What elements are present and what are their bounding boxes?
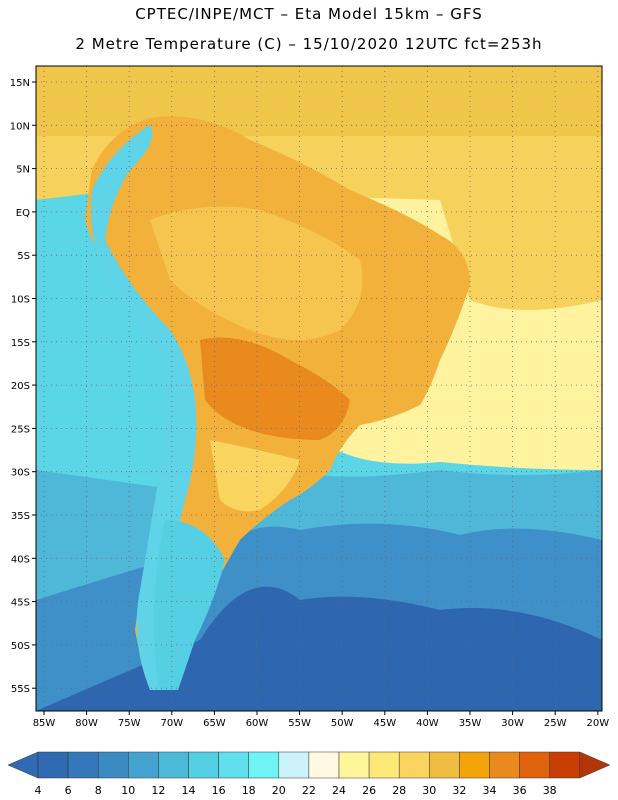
colorbar-label: 34 bbox=[483, 784, 497, 797]
colorbar-label: 36 bbox=[513, 784, 527, 797]
land-interior bbox=[150, 206, 363, 340]
lat-label: 10N bbox=[10, 121, 30, 132]
ocean-tropical-north bbox=[36, 66, 602, 136]
lat-label: 15S bbox=[11, 338, 30, 349]
lat-label: 45S bbox=[11, 598, 30, 609]
colorbar-swatch bbox=[278, 751, 310, 779]
lat-label: EQ bbox=[16, 208, 30, 219]
colorbar-swatch bbox=[158, 751, 189, 779]
land-pampas bbox=[210, 440, 300, 512]
colorbar-swatch bbox=[368, 751, 400, 779]
colorbar-label: 22 bbox=[302, 784, 316, 797]
lon-label: 60W bbox=[246, 718, 269, 729]
lon-label: 65W bbox=[203, 718, 226, 729]
lat-label: 40S bbox=[11, 554, 30, 565]
colorbar-swatch bbox=[97, 751, 129, 779]
colorbar-label: 30 bbox=[422, 784, 436, 797]
colorbar-swatch bbox=[248, 751, 280, 779]
lon-label: 55W bbox=[288, 718, 311, 729]
colorbar-swatch bbox=[519, 751, 550, 779]
lat-label: 50S bbox=[11, 641, 30, 652]
lat-label: 55S bbox=[11, 684, 30, 695]
colorbar-swatch bbox=[128, 751, 159, 779]
lon-label: 80W bbox=[75, 718, 98, 729]
colorbar-swatch bbox=[308, 751, 340, 779]
colorbar-label: 6 bbox=[65, 784, 72, 797]
patagonia bbox=[153, 520, 225, 690]
colorbar-label: 10 bbox=[121, 784, 135, 797]
colorbar-swatch bbox=[218, 751, 249, 779]
lat-label: 5N bbox=[16, 165, 30, 176]
colorbar-swatch bbox=[549, 751, 581, 779]
lon-label: 40W bbox=[416, 718, 439, 729]
colorbar-label: 14 bbox=[182, 784, 196, 797]
colorbar-swatch bbox=[188, 751, 219, 779]
lon-label: 35W bbox=[459, 718, 482, 729]
colorbar-label: 38 bbox=[543, 784, 557, 797]
colorbar-swatch bbox=[398, 751, 430, 779]
lat-label: 30S bbox=[11, 468, 30, 479]
land-hot bbox=[200, 337, 350, 440]
colorbar-label: 26 bbox=[362, 784, 376, 797]
lon-label: 20W bbox=[586, 718, 609, 729]
lon-label: 75W bbox=[118, 718, 141, 729]
lon-label: 70W bbox=[160, 718, 183, 729]
lon-label: 25W bbox=[544, 718, 567, 729]
colorbar-label: 16 bbox=[212, 784, 226, 797]
lat-label: 15N bbox=[10, 78, 30, 89]
colorbar-swatch bbox=[429, 751, 460, 779]
lon-label: 85W bbox=[33, 718, 56, 729]
colorbar-label: 24 bbox=[332, 784, 346, 797]
lat-label: 10S bbox=[11, 295, 30, 306]
lon-label: 50W bbox=[331, 718, 354, 729]
colorbar-label: 32 bbox=[452, 784, 466, 797]
colorbar-swatch bbox=[67, 751, 99, 779]
lon-label: 45W bbox=[373, 718, 396, 729]
title-line-2: 2 Metre Temperature (C) – 15/10/2020 12U… bbox=[75, 35, 543, 53]
colorbar-label: 20 bbox=[272, 784, 286, 797]
colorbar-label: 8 bbox=[95, 784, 102, 797]
colorbar-label: 12 bbox=[151, 784, 165, 797]
colorbar-arrow-high bbox=[579, 751, 611, 779]
colorbar-swatch bbox=[37, 751, 69, 779]
colorbar-label: 28 bbox=[392, 784, 406, 797]
lat-label: 35S bbox=[11, 511, 30, 522]
color-legend: 4 6 8 10 12 14 16 18 20 22 24 26 28 30 32 34 36 38 bbox=[7, 751, 611, 797]
colorbar-swatch bbox=[459, 751, 490, 779]
temperature-map: 15N 10N 5N EQ 5S 10S 15S 20S 25S 30S 35S 40S 45S 50S 5… bbox=[10, 65, 609, 729]
lat-label: 25S bbox=[11, 424, 30, 435]
colorbar-label: 4 bbox=[35, 784, 42, 797]
lon-label: 30W bbox=[501, 718, 524, 729]
colorbar-arrow-low bbox=[7, 751, 39, 779]
colorbar-swatch bbox=[489, 751, 520, 779]
lat-label: 20S bbox=[11, 381, 30, 392]
title-line-1: CPTEC/INPE/MCT – Eta Model 15km – GFS bbox=[135, 5, 483, 23]
colorbar-label: 18 bbox=[242, 784, 256, 797]
lat-label: 5S bbox=[17, 251, 30, 262]
colorbar-swatch bbox=[338, 751, 370, 779]
